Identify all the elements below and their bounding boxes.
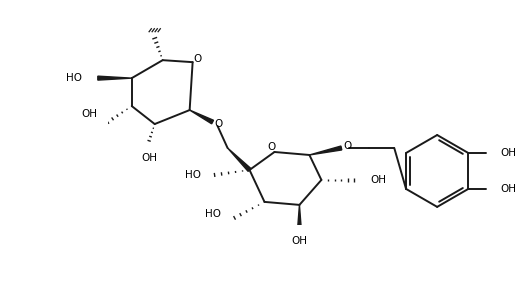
Text: OH: OH bbox=[142, 153, 158, 163]
Text: HO: HO bbox=[185, 170, 201, 180]
Text: OH: OH bbox=[292, 236, 307, 246]
Text: OH: OH bbox=[500, 148, 516, 158]
Text: HO: HO bbox=[66, 73, 82, 83]
Polygon shape bbox=[298, 205, 301, 228]
Text: OH: OH bbox=[370, 175, 386, 185]
Text: OH: OH bbox=[500, 184, 516, 194]
Polygon shape bbox=[189, 110, 213, 124]
Text: OH: OH bbox=[82, 109, 98, 119]
Polygon shape bbox=[98, 76, 132, 80]
Text: O: O bbox=[194, 54, 202, 64]
Text: HO: HO bbox=[204, 209, 221, 219]
Text: O: O bbox=[214, 119, 223, 129]
Polygon shape bbox=[227, 148, 251, 171]
Polygon shape bbox=[309, 146, 342, 155]
Text: O: O bbox=[267, 142, 276, 152]
Text: O: O bbox=[343, 141, 351, 151]
